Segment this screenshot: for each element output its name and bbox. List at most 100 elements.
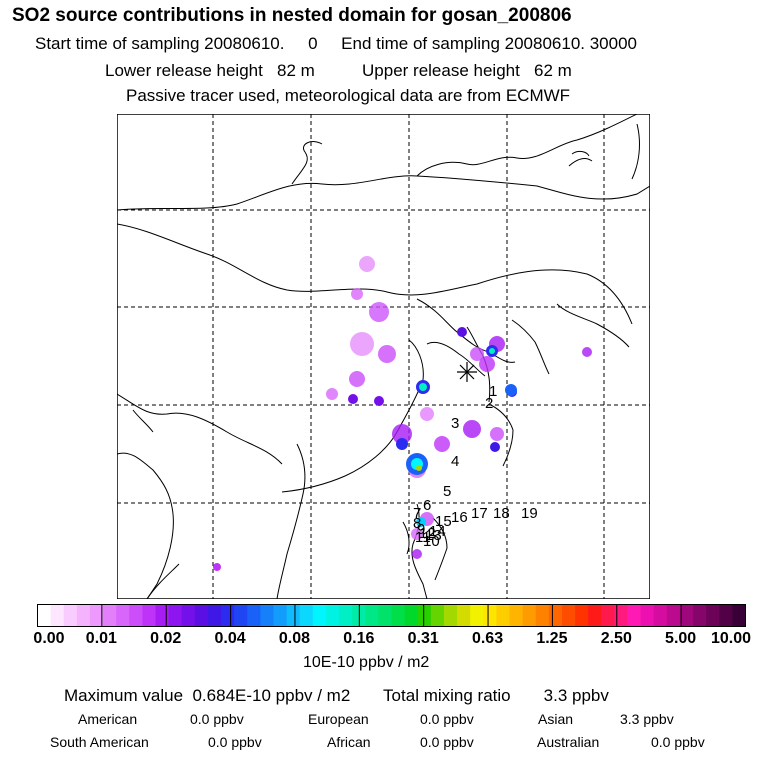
colorbar [37,604,746,627]
colorbar-cell [155,604,170,627]
colorbar-cell [207,604,222,627]
colorbar-cell [679,604,694,627]
colorbar-tick-label: 0.00 [33,630,65,647]
colorbar-cell [181,604,196,627]
region-african-value: 0.0 ppbv [420,734,474,750]
colorbar-cell [103,604,117,627]
source-label-13: 13 [425,527,442,544]
colorbar-cell [116,604,130,627]
source-label-9: 9 [417,521,425,538]
region-south-american-value: 0.0 ppbv [208,734,262,750]
colorbar-cell [286,604,301,627]
colorbar-cell [378,604,392,627]
colorbar-cell [601,604,615,627]
source-label-2: 2 [485,395,493,412]
max-value-line: Maximum value 0.684E-10 ppbv / m2 Total … [64,686,609,705]
colorbar-cell [417,604,432,627]
colorbar-cell [129,604,143,627]
colorbar-cell [575,604,589,627]
colorbar-cell [76,604,91,627]
region-asian-value: 3.3 ppbv [620,711,674,727]
release-height-line: Lower release height 82 m Upper release … [105,61,572,80]
colorbar-cell [640,604,655,627]
source-label-5: 5 [443,483,451,500]
colorbar-tick-label: 5.00 [665,630,697,647]
colorbar-cell [457,604,471,627]
colorbar-cell [496,604,510,627]
colorbar-cell [430,604,445,627]
colorbar-cell [732,604,746,627]
colorbar-cell [63,604,78,627]
colorbar-cell [50,604,65,627]
region-american-value: 0.0 ppbv [190,711,244,727]
source-label-7: 7 [413,505,421,522]
source-label-10: 10 [423,533,440,550]
colorbar-cell [299,604,314,627]
colorbar-tick-label: 2.50 [600,630,632,647]
colorbar-tick-label: 0.02 [150,630,182,647]
colorbar-cell [325,604,340,627]
coastlines-borders [117,114,650,599]
colorbar-cell [666,604,681,627]
region-australian-value: 0.0 ppbv [651,734,705,750]
source-label-12: 12 [419,525,436,542]
sampling-time-line: Start time of sampling 20080610. 0 End t… [35,34,637,53]
colorbar-units: 10E-10 ppbv / m2 [303,654,430,671]
colorbar-tick-label: 0.63 [471,630,504,647]
region-south-american-label: South American [50,734,149,750]
colorbar-tick-label: 0.04 [214,630,246,647]
colorbar-cell [653,604,668,627]
concentration-plumes [213,256,592,571]
colorbar-cell [693,604,707,627]
colorbar-tick-label: 0.01 [85,630,117,647]
source-label-11: 11 [415,529,431,546]
colorbar-cell [168,604,183,627]
colorbar-cell [142,604,156,627]
region-australian-label: Australian [537,734,600,750]
source-label-17: 17 [471,505,488,522]
source-label-14: 14 [429,523,446,540]
source-label-18: 18 [493,505,510,522]
colorbar-tick-label: 1.25 [536,630,568,647]
source-label-19: 19 [521,505,538,522]
map-title: SO2 source contributions in nested domai… [12,5,572,26]
colorbar-cell [535,604,550,627]
colorbar-tick-label: 0.31 [407,630,439,647]
tracer-info-line: Passive tracer used, meteorological data… [126,86,571,105]
colorbar-cell [443,604,458,627]
source-label-6: 6 [423,497,431,514]
colorbar-cell [561,604,576,627]
colorbar-cell [470,604,484,627]
region-european-label: European [308,711,369,727]
region-african-label: African [327,734,371,750]
region-asian-label: Asian [538,711,574,727]
colorbar-cell [194,604,209,627]
colorbar-cell [221,604,235,627]
region-european-value: 0.0 ppbv [420,711,474,727]
colorbar-cell [588,604,602,627]
colorbar-cell [273,604,288,627]
colorbar-cell [391,604,406,627]
source-label-3: 3 [451,415,459,432]
colorbar-cell [260,604,274,627]
colorbar-cell [614,604,628,627]
colorbar-cell [89,604,104,627]
colorbar-cell [719,604,733,627]
receptor-marker [457,362,477,382]
source-label-8: 8 [413,515,421,532]
source-label-4: 4 [451,453,459,470]
colorbar-cell [627,604,642,627]
source-label-1: 1 [489,383,497,400]
colorbar-cell [37,604,52,627]
colorbar-cell [483,604,497,627]
colorbar-cell [365,604,379,627]
source-label-16: 16 [451,509,468,526]
colorbar-tick-label: 10.00 [710,630,752,647]
colorbar-cell [404,604,419,627]
colorbar-cell [312,604,327,627]
colorbar-tick-label: 0.16 [343,630,375,647]
colorbar-cell [339,604,353,627]
colorbar-cell [247,604,261,627]
colorbar-cell [522,604,537,627]
